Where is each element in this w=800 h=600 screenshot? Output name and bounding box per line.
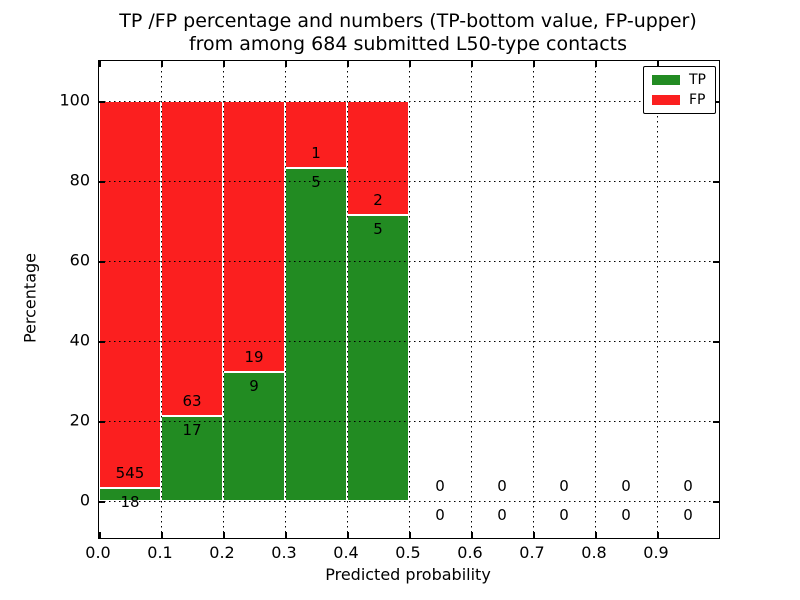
legend-swatch-tp-icon [652, 75, 680, 85]
tp-count-label: 5 [373, 220, 383, 239]
fp-count-label: 0 [559, 477, 569, 495]
legend-label: TP [689, 72, 706, 88]
fp-count-label: 19 [244, 348, 264, 367]
fp-count-label: 0 [621, 477, 631, 495]
fp-count-label: 545 [115, 464, 145, 483]
y-tick [99, 341, 105, 343]
y-tick [713, 501, 719, 503]
x-tick [161, 61, 163, 67]
x-gridline [409, 61, 410, 538]
x-tick-label: 0.3 [271, 543, 297, 562]
tp-count-label: 0 [683, 506, 693, 524]
y-tick-label: 0 [79, 490, 90, 510]
x-tick [161, 532, 163, 538]
x-tick-label: 0.5 [395, 543, 421, 562]
fp-count-label: 0 [683, 477, 693, 495]
tp-count-label: 0 [497, 506, 507, 524]
legend-swatch-fp-icon [652, 95, 680, 105]
x-tick-label: 0.9 [643, 543, 669, 562]
bar-segment-tp [161, 416, 223, 501]
x-tick [285, 61, 287, 67]
y-tick [713, 341, 719, 343]
x-tick-label: 0.8 [581, 543, 607, 562]
y-tick [99, 261, 105, 263]
y-axis-label: Percentage [20, 252, 40, 344]
y-tick [713, 181, 719, 183]
x-tick [533, 61, 535, 67]
x-gridline [347, 61, 348, 538]
bar-segment-tp [223, 372, 285, 501]
bar-segment-tp [285, 167, 347, 501]
x-tick [223, 61, 225, 67]
x-gridline [595, 61, 596, 538]
x-tick [99, 61, 101, 67]
x-axis-label: Predicted probability [325, 565, 491, 584]
x-tick-label: 0.2 [209, 543, 235, 562]
x-tick [409, 532, 411, 538]
x-tick [347, 61, 349, 67]
legend-item: FP [652, 93, 706, 107]
legend: TP FP [643, 66, 716, 114]
y-tick-label: 100 [59, 90, 90, 110]
y-tick-label: 40 [69, 330, 90, 350]
x-tick [657, 532, 659, 538]
fp-count-label: 63 [182, 392, 202, 410]
fp-count-label: 0 [435, 477, 445, 495]
tp-count-label: 0 [621, 506, 631, 524]
x-gridline [533, 61, 534, 538]
plot-area: TP FP 545 18 63 17 19 9 1 5 2 5 0 0 0 0 0 0 0 0 0 0 [98, 60, 720, 539]
x-tick [657, 61, 659, 67]
x-tick [285, 532, 287, 538]
bar-segment-fp [161, 101, 223, 416]
y-tick [713, 261, 719, 263]
x-tick-label: 0.4 [333, 543, 359, 562]
y-tick-label: 80 [69, 170, 90, 190]
tp-count-label: 9 [249, 377, 259, 396]
legend-label: FP [689, 92, 706, 108]
chart-title-line2: from among 684 submitted L50-type contac… [188, 33, 628, 55]
x-tick [347, 532, 349, 538]
y-tick [99, 101, 105, 103]
x-tick [595, 532, 597, 538]
bar-segment-tp [347, 215, 409, 501]
y-tick [99, 501, 105, 503]
fp-count-label: 0 [497, 477, 507, 495]
y-tick-label: 60 [69, 250, 90, 270]
x-tick-label: 0.0 [85, 543, 111, 562]
y-tick-label: 20 [69, 410, 90, 430]
y-tick [713, 101, 719, 103]
x-tick [471, 532, 473, 538]
tp-count-label: 5 [311, 172, 321, 191]
legend-item: TP [652, 73, 706, 87]
x-gridline [223, 61, 224, 538]
x-tick [223, 532, 225, 538]
bar-segment-fp [99, 101, 161, 489]
x-tick-label: 0.1 [147, 543, 173, 562]
x-tick [471, 61, 473, 67]
x-gridline [161, 61, 162, 538]
x-tick [595, 61, 597, 67]
x-gridline [471, 61, 472, 538]
tp-count-label: 0 [435, 506, 445, 524]
x-tick [533, 532, 535, 538]
fp-count-label: 2 [373, 191, 383, 210]
x-tick-label: 0.6 [457, 543, 483, 562]
bar-segment-tp [99, 488, 161, 501]
tp-count-label: 0 [559, 506, 569, 524]
tp-count-label: 17 [182, 421, 202, 439]
x-gridline [657, 61, 658, 538]
bar-segment-fp [285, 101, 347, 168]
fp-count-label: 1 [311, 143, 321, 162]
x-gridline [285, 61, 286, 538]
x-tick [409, 61, 411, 67]
y-tick [99, 421, 105, 423]
bar-segment-fp [223, 101, 285, 373]
x-tick [99, 532, 101, 538]
y-tick [713, 421, 719, 423]
chart-title-line1: TP /FP percentage and numbers (TP-bottom… [119, 10, 697, 32]
y-tick [99, 181, 105, 183]
x-tick-label: 0.7 [519, 543, 545, 562]
tp-count-label: 18 [120, 493, 140, 512]
